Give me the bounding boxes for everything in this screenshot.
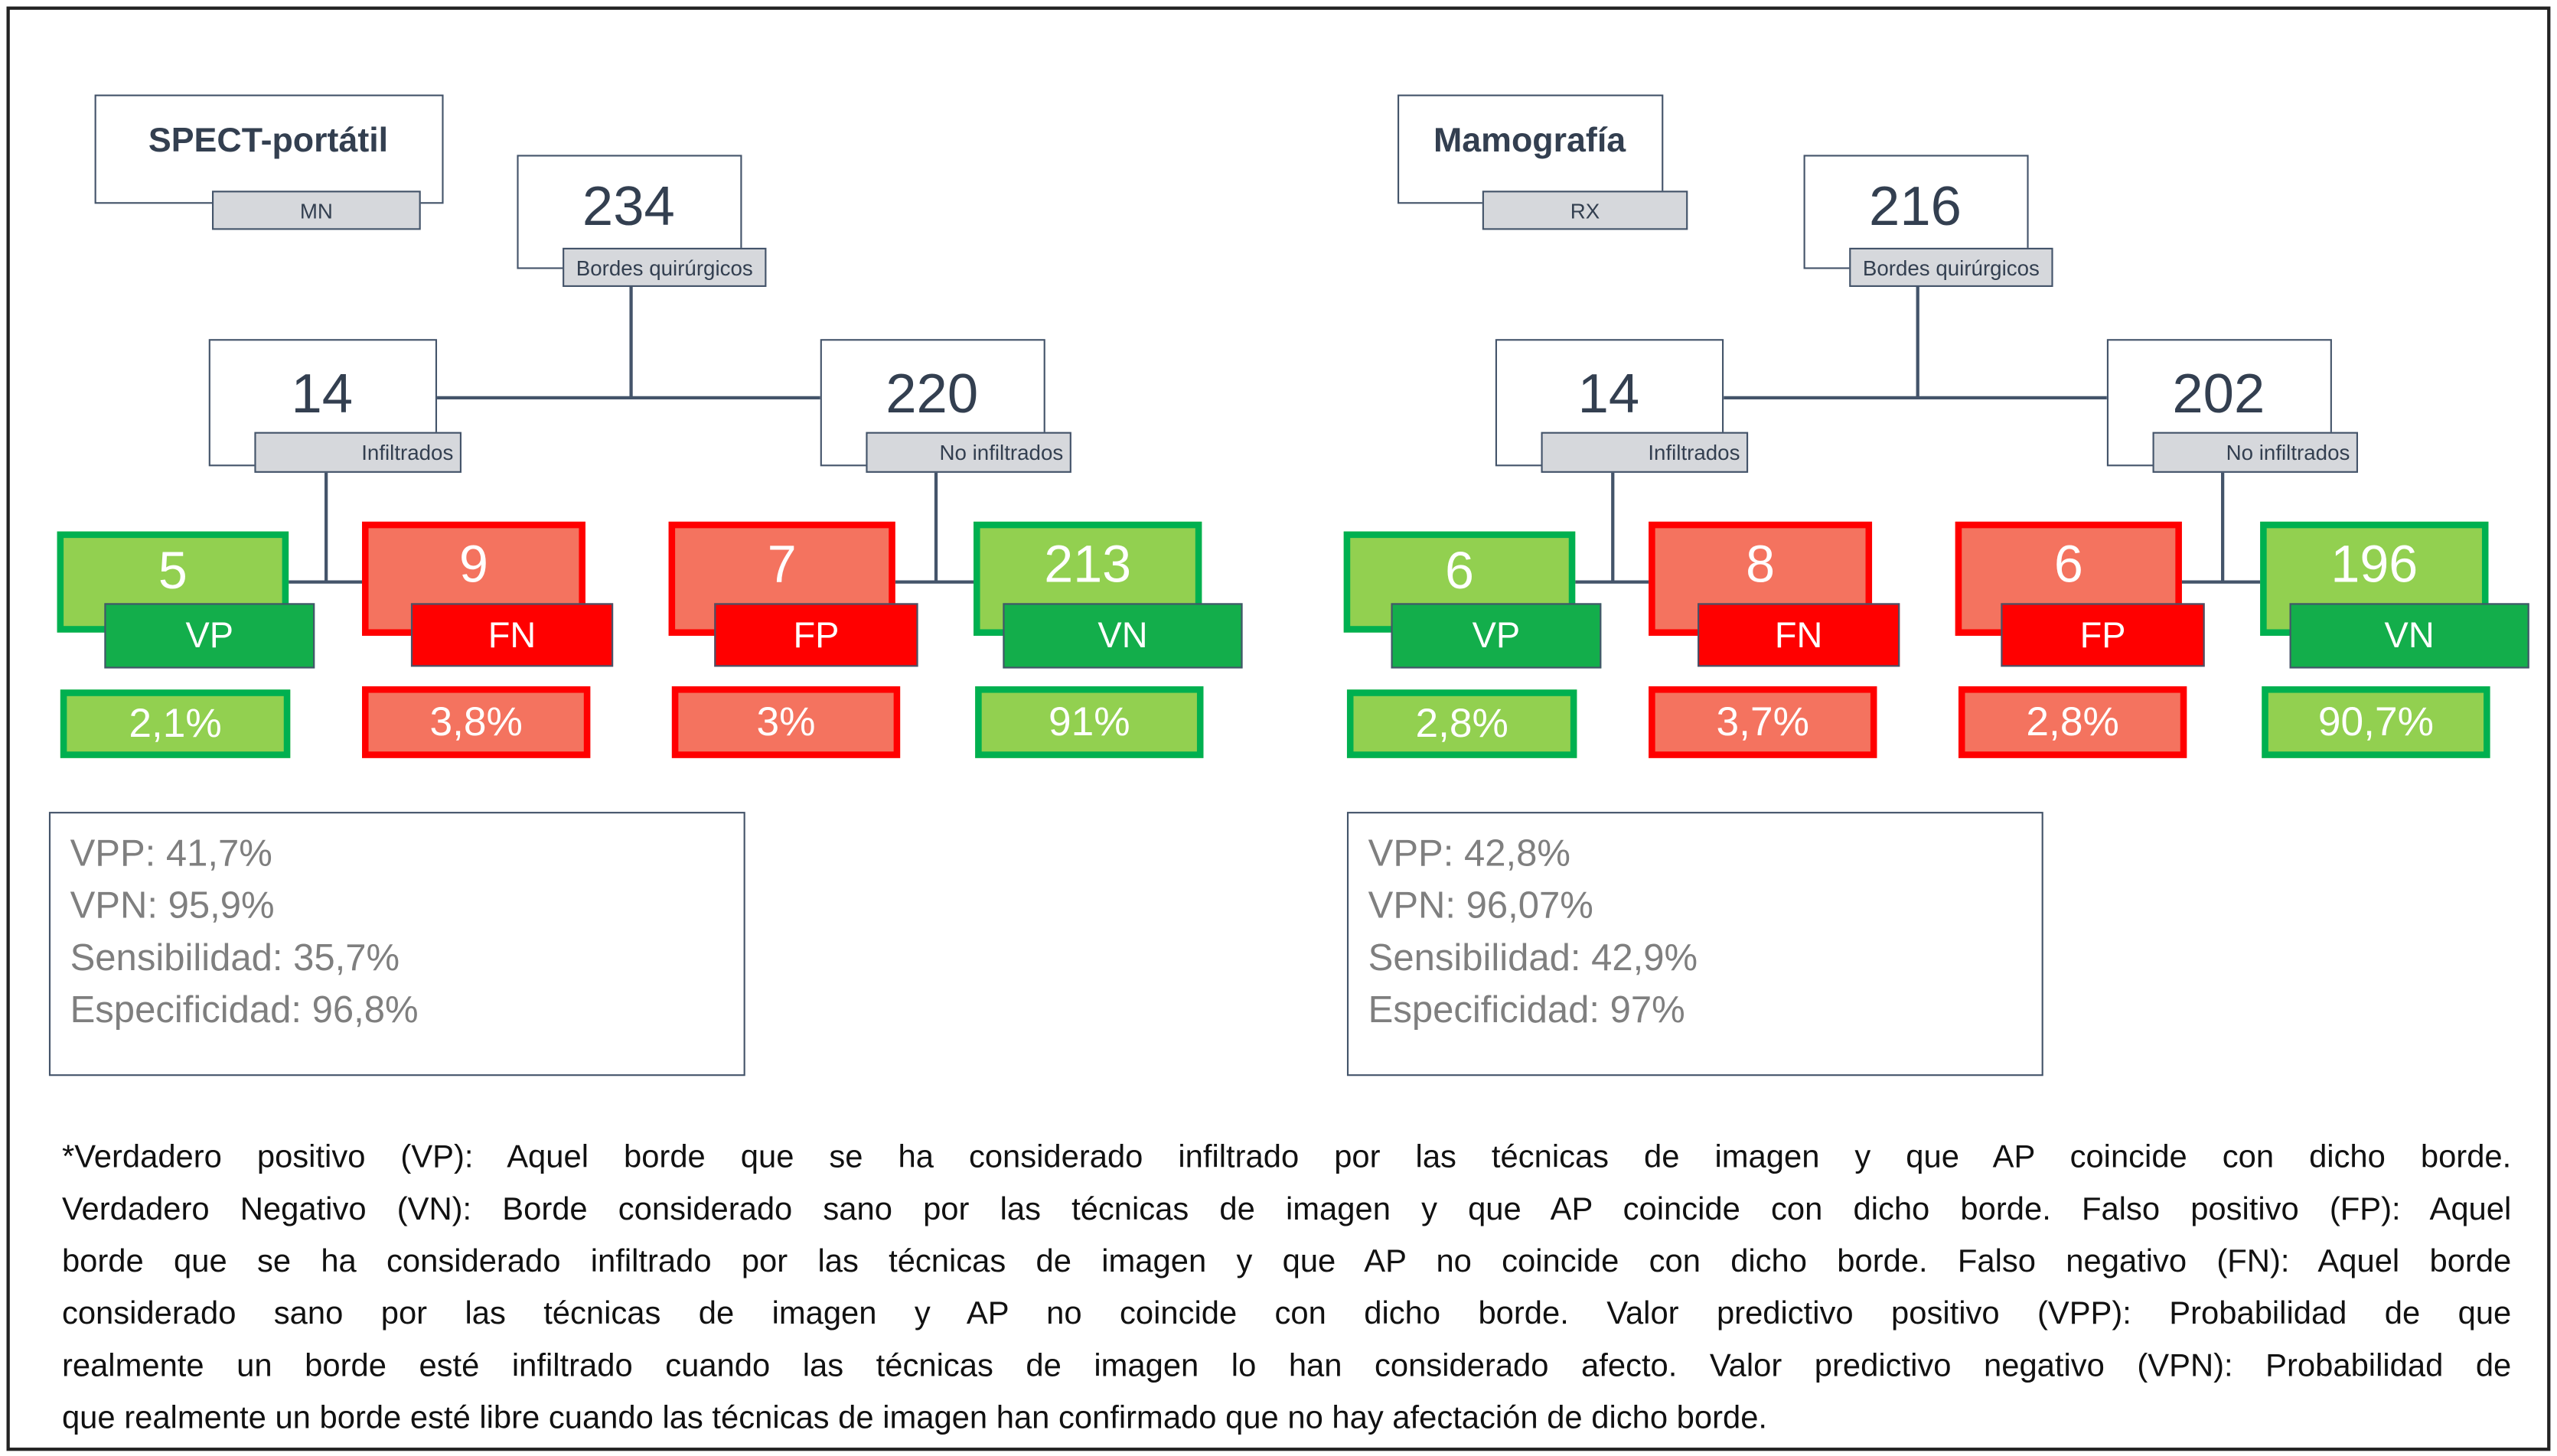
leaf-label-vp: VP	[104, 603, 315, 669]
leaf-value-fp: 7	[767, 534, 797, 594]
footnote-line: borde que se ha considerado infiltrado p…	[61, 1243, 2512, 1280]
leaf-percent-fp: 3%	[671, 686, 901, 758]
infiltrated-value: 14	[291, 363, 354, 426]
infiltrated-label: Infiltrados	[1541, 432, 1749, 473]
connector-line	[1611, 472, 1614, 582]
technique-box: SPECT-portátil	[94, 94, 444, 204]
leaf-label-fp: FP	[2001, 603, 2205, 667]
metric-line: VPP: 41,7%	[70, 831, 272, 875]
metrics-box: VPP: 42,8% VPN: 96,07% Sensibilidad: 42,9%…	[1346, 812, 2043, 1077]
modality-tag: RX	[1482, 191, 1688, 230]
infiltrated-value: 14	[1577, 363, 1640, 426]
metrics-box: VPP: 41,7% VPN: 95,9% Sensibilidad: 35,7% E…	[48, 812, 745, 1077]
connector-line	[325, 472, 328, 582]
connector-line	[2181, 580, 2261, 583]
not-infiltrated-label: No infiltrados	[2152, 432, 2358, 473]
footnote-line: realmente un borde esté infiltrado cuand…	[61, 1348, 2512, 1384]
metric-line: Especificidad: 97%	[1368, 988, 1685, 1031]
leaf-label-fn: FN	[1698, 603, 1900, 667]
footnote-line: que realmente un borde esté libre cuando…	[61, 1400, 1768, 1437]
not-infiltrated-label: No infiltrados	[866, 432, 1071, 473]
connector-line	[1916, 287, 1919, 398]
total-borders-label: Bordes quirúrgicos	[1849, 247, 2053, 288]
leaf-label-fn: FN	[410, 603, 614, 667]
total-borders-label: Bordes quirúrgicos	[563, 247, 767, 288]
total-borders-value: 216	[1869, 176, 1962, 239]
leaf-label-vn: VN	[2289, 603, 2529, 669]
leaf-percent-vp: 2,8%	[1346, 689, 1577, 758]
footnote-line: *Verdadero positivo (VP): Aquel borde qu…	[61, 1139, 2512, 1176]
footnote-line: Verdadero Negativo (VN): Borde considera…	[61, 1191, 2512, 1228]
connector-line	[2221, 472, 2224, 582]
connector-line	[895, 580, 974, 583]
leaf-value-vp: 5	[158, 541, 188, 601]
metric-line: Sensibilidad: 42,9%	[1368, 936, 1698, 979]
metric-line: Especificidad: 96,8%	[70, 988, 419, 1031]
metric-line: VPP: 42,8%	[1368, 831, 1570, 875]
leaf-percent-fn: 3,8%	[362, 686, 591, 758]
leaf-label-vp: VP	[1391, 603, 1602, 669]
connector-line	[934, 472, 938, 582]
total-borders-value: 234	[582, 176, 675, 239]
not-infiltrated-value: 202	[2172, 363, 2265, 426]
metric-line: VPN: 96,07%	[1368, 883, 1593, 927]
figure-frame	[6, 6, 2551, 1451]
modality-tag: MN	[211, 191, 421, 230]
footnote-line: considerado sano por las técnicas de ima…	[61, 1295, 2512, 1332]
leaf-value-fn: 9	[458, 534, 488, 594]
connector-line	[629, 287, 632, 398]
leaf-label-vn: VN	[1003, 603, 1243, 669]
technique-title: Mamografía	[1433, 122, 1626, 160]
infiltrated-label: Infiltrados	[254, 432, 461, 473]
leaf-value-vn: 196	[2330, 534, 2418, 594]
leaf-value-vp: 6	[1445, 541, 1474, 601]
connector-line	[1575, 580, 1649, 583]
leaf-value-vn: 213	[1044, 534, 1132, 594]
leaf-value-fn: 8	[1746, 534, 1776, 594]
metric-line: VPN: 95,9%	[70, 883, 275, 927]
leaf-percent-fp: 2,8%	[1958, 686, 2187, 758]
not-infiltrated-value: 220	[885, 363, 979, 426]
leaf-percent-vp: 2,1%	[60, 689, 291, 758]
footnote: *Verdadero positivo (VP): Aquel borde qu…	[62, 1132, 2511, 1445]
leaf-percent-fn: 3,7%	[1649, 686, 1877, 758]
connector-line	[1724, 396, 2107, 399]
connector-line	[437, 396, 820, 399]
technique-title: SPECT-portátil	[148, 122, 389, 160]
leaf-label-fp: FP	[714, 603, 918, 667]
connector-line	[289, 580, 363, 583]
technique-box: Mamografía	[1398, 94, 1664, 204]
leaf-percent-vn: 91%	[975, 686, 1204, 758]
leaf-percent-vn: 90,7%	[2262, 686, 2490, 758]
metric-line: Sensibilidad: 35,7%	[70, 936, 400, 979]
leaf-value-fp: 6	[2053, 534, 2083, 594]
